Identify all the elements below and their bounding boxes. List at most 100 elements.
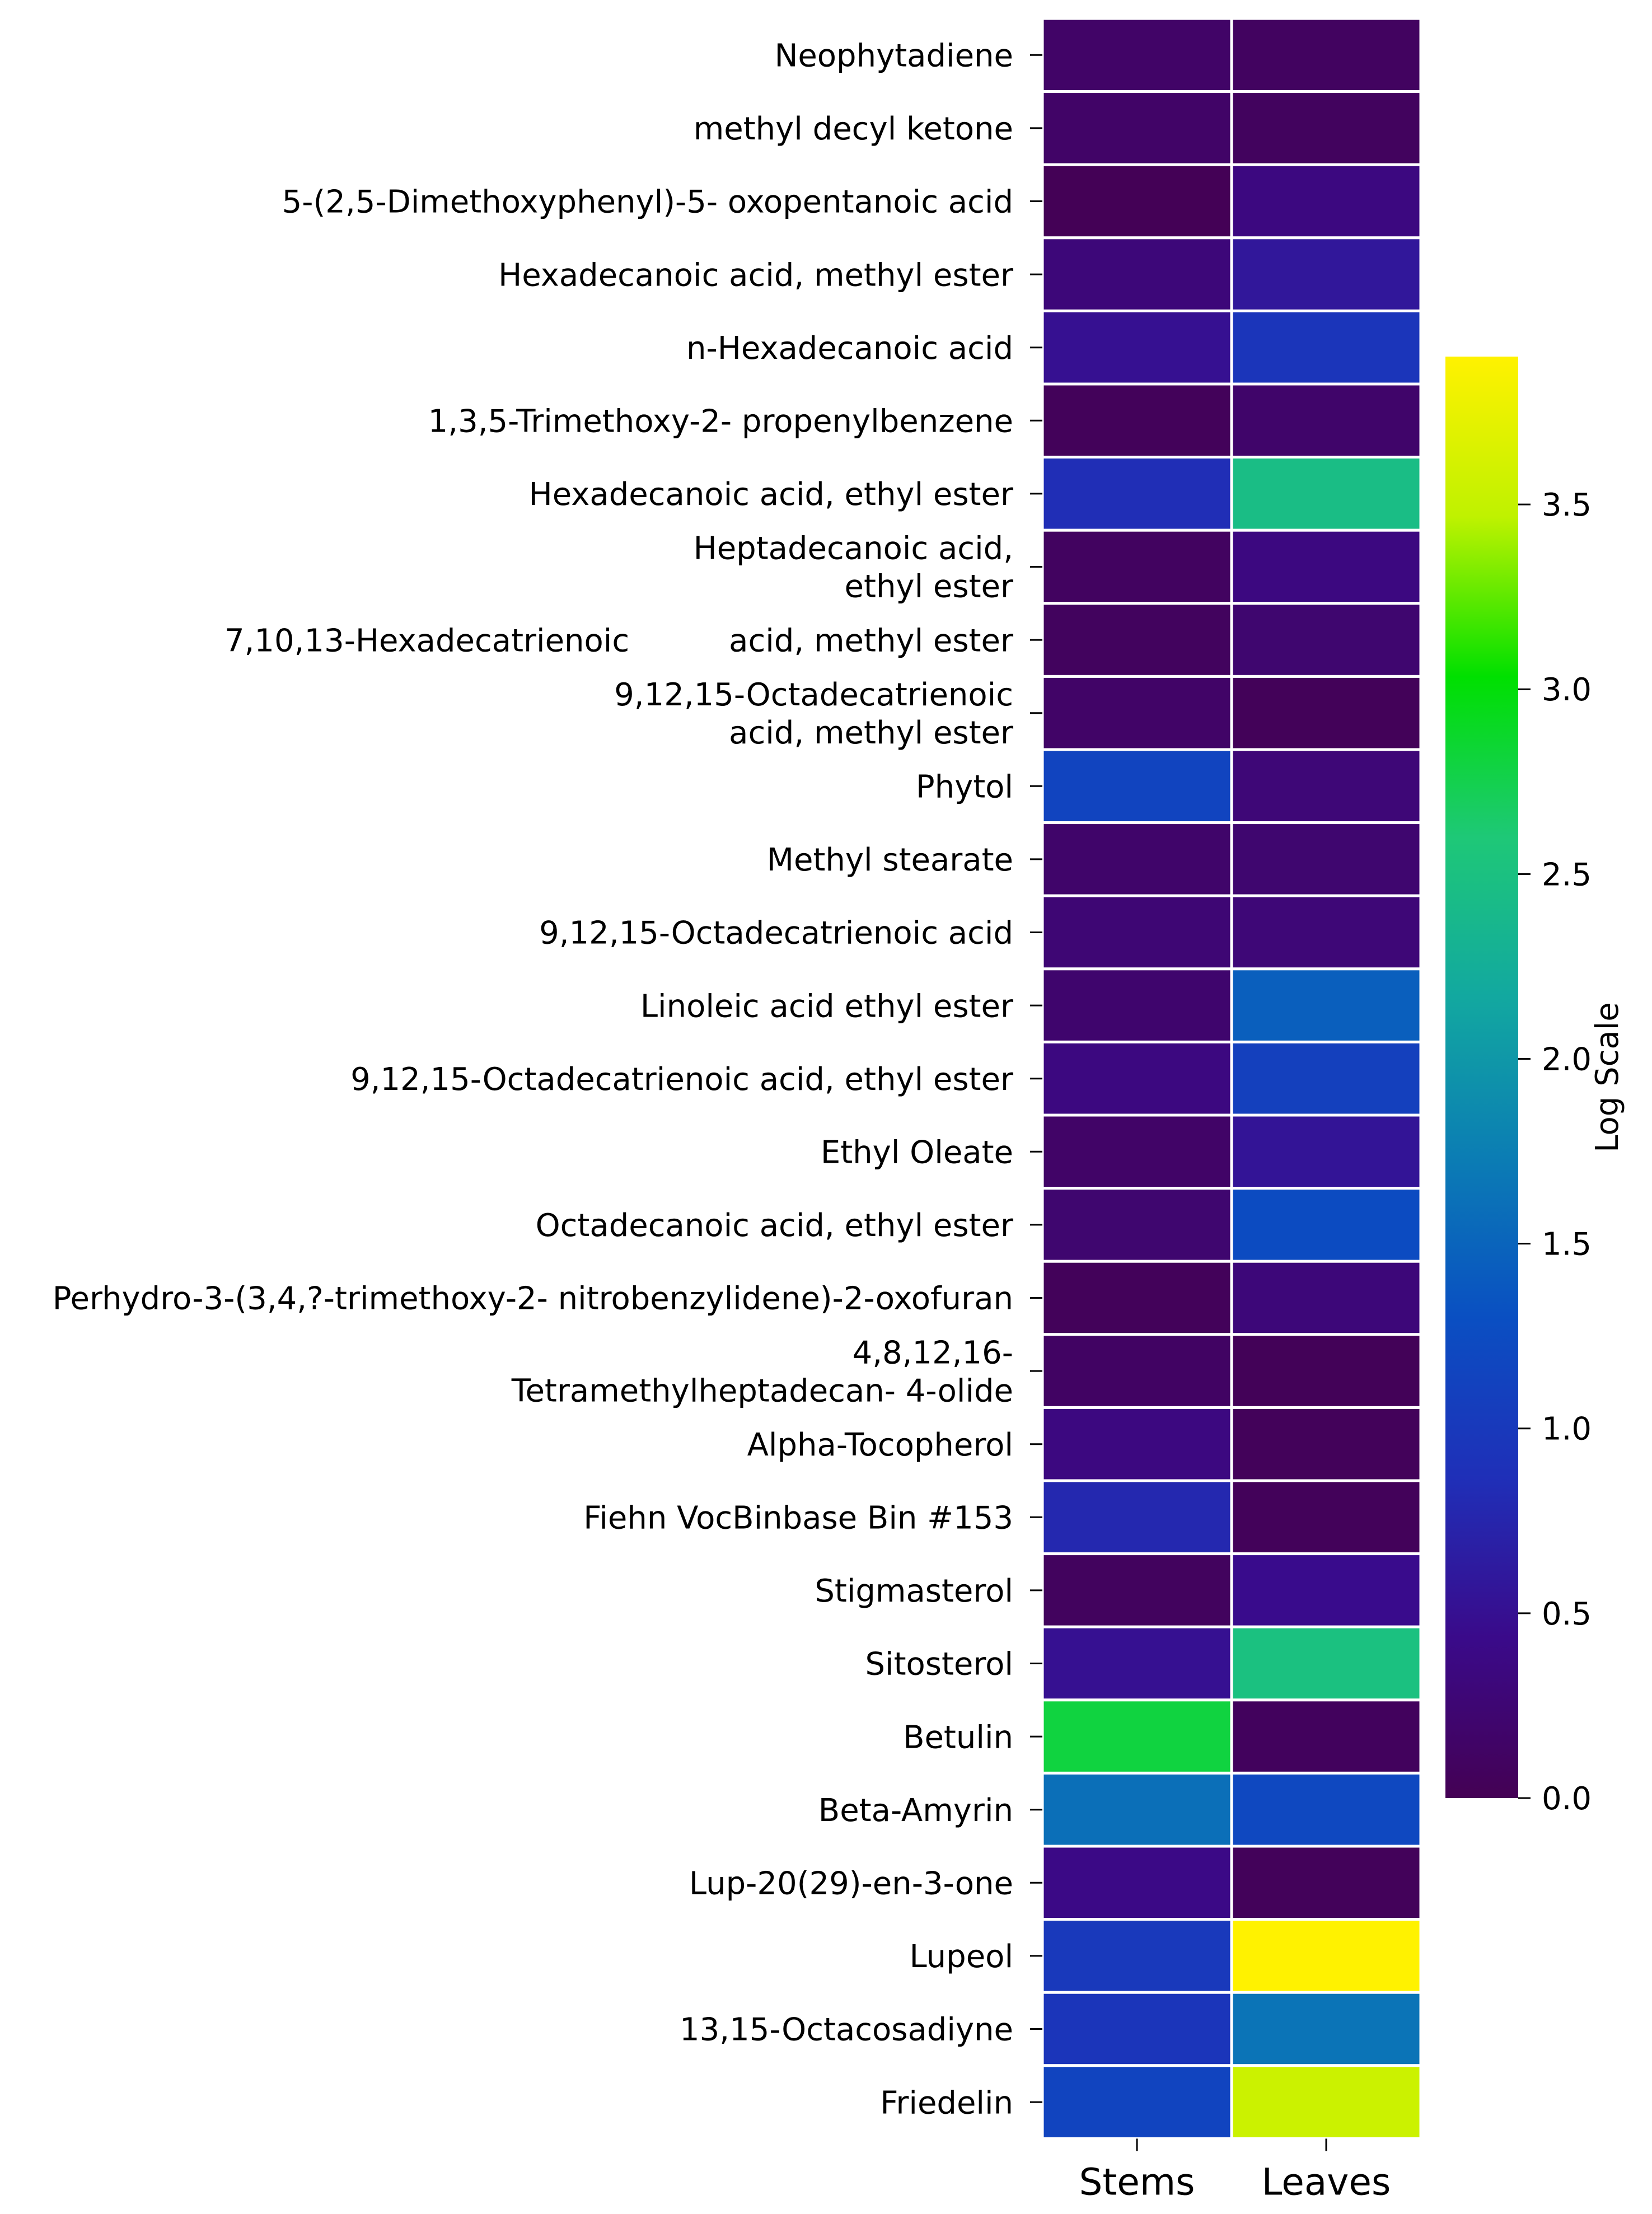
row-label: Fiehn VocBinbase Bin #153 xyxy=(583,1500,1013,1536)
heatmap-cell xyxy=(1041,1479,1233,1556)
row-label: Hexadecanoic acid, ethyl ester xyxy=(529,476,1014,513)
row-label: Beta-Amyrin xyxy=(818,1792,1013,1829)
row-label: 5-(2,5-Dimethoxyphenyl)-5- oxopentanoic … xyxy=(282,184,1013,221)
heatmap-cell xyxy=(1041,2064,1233,2140)
heatmap-cell xyxy=(1230,236,1422,312)
heatmap-cell xyxy=(1230,1552,1422,1628)
row-label: 9,12,15-Octadecatrienoic acid xyxy=(539,915,1013,952)
colorbar-ticks: 0.0 0.5 1.0 1.5 2.0 2.5 3.0 3.5 xyxy=(1518,487,1592,1817)
row-label: Sitosterol xyxy=(865,1646,1013,1683)
heatmap-cell xyxy=(1041,1625,1233,1702)
column-labels: Stems Leaves xyxy=(1079,2138,1391,2203)
heatmap-cell xyxy=(1230,309,1422,386)
heatmap-cell xyxy=(1230,1918,1422,1994)
row-labels: Neophytadiene methyl decyl ketone 5-(2,5-D… xyxy=(53,38,1042,2121)
heatmap-cell xyxy=(1230,1845,1422,1921)
heatmap-cell xyxy=(1041,675,1233,751)
row-label: Ethyl Oleate xyxy=(821,1134,1013,1171)
heatmap-cells xyxy=(1041,17,1422,2140)
heatmap-cell xyxy=(1230,1333,1422,1409)
heatmap-cell xyxy=(1230,967,1422,1043)
heatmap-cell xyxy=(1041,1113,1233,1190)
row-label: Perhydro-3-(3,4,?-trimethoxy-2- nitroben… xyxy=(53,1281,1013,1317)
colorbar-tick-label: 2.0 xyxy=(1542,1041,1592,1078)
heatmap-cell xyxy=(1230,821,1422,897)
heatmap-cell xyxy=(1041,748,1233,825)
heatmap-cell xyxy=(1230,528,1422,605)
heatmap-cell xyxy=(1041,1333,1233,1409)
heatmap-cell xyxy=(1041,1918,1233,1994)
heatmap-cell xyxy=(1230,675,1422,751)
heatmap-cell xyxy=(1230,1260,1422,1336)
heatmap-cell xyxy=(1041,1991,1233,2067)
heatmap-cell xyxy=(1041,90,1233,166)
row-label: Phytol xyxy=(916,769,1013,805)
heatmap-cell xyxy=(1041,1771,1233,1848)
heatmap-cell xyxy=(1230,1771,1422,1848)
row-label: 1,3,5-Trimethoxy-2- propenylbenzene xyxy=(428,403,1013,439)
row-label: 9,12,15-Octadecatrienoic acid, ethyl est… xyxy=(350,1061,1014,1098)
heatmap-cell xyxy=(1041,382,1233,459)
row-label: Lup-20(29)-en-3-one xyxy=(689,1865,1013,1902)
colorbar-tick-label: 2.5 xyxy=(1542,856,1592,893)
heatmap-cell xyxy=(1041,602,1233,678)
row-label: 9,12,15-Octadecatrienoic acid, methyl est… xyxy=(614,677,1014,751)
heatmap-cell xyxy=(1230,1040,1422,1117)
colorbar-tick-label: 3.5 xyxy=(1542,487,1592,523)
colorbar-label: Log Scale xyxy=(1589,1002,1626,1153)
heatmap-cell xyxy=(1041,456,1233,532)
heatmap-cell xyxy=(1230,1991,1422,2067)
heatmap-cell xyxy=(1230,2064,1422,2140)
row-label: Hexadecanoic acid, methyl ester xyxy=(498,257,1014,293)
heatmap-cell xyxy=(1230,456,1422,532)
colorbar: 0.0 0.5 1.0 1.5 2.0 2.5 3.0 3.5 Log Scale xyxy=(1445,357,1626,1817)
row-label: Heptadecanoic acid, ethyl ester xyxy=(694,531,1014,605)
heatmap-cell xyxy=(1041,528,1233,605)
row-label: Methyl stearate xyxy=(767,842,1013,878)
row-label: Friedelin xyxy=(880,2085,1013,2121)
heatmap-cell xyxy=(1041,1040,1233,1117)
heatmap-cell xyxy=(1230,1113,1422,1190)
heatmap-cell xyxy=(1041,1552,1233,1628)
heatmap-cell xyxy=(1041,163,1233,240)
row-label: Linoleic acid ethyl ester xyxy=(640,988,1014,1024)
colorbar-tick-label: 1.5 xyxy=(1542,1227,1592,1263)
heatmap-cell xyxy=(1041,1260,1233,1336)
heatmap-cell xyxy=(1230,748,1422,825)
colorbar-tick-label: 0.5 xyxy=(1542,1596,1592,1632)
heatmap-cell xyxy=(1230,1406,1422,1482)
row-label: Octadecanoic acid, ethyl ester xyxy=(536,1207,1014,1244)
row-label: methyl decyl ketone xyxy=(694,111,1013,147)
heatmap-cell xyxy=(1230,1698,1422,1775)
row-label: 7,10,13-Hexadecatrienoic acid, methyl es… xyxy=(224,622,1014,659)
heatmap-cell xyxy=(1041,236,1233,312)
row-label: Stigmasterol xyxy=(815,1573,1013,1609)
heatmap-cell xyxy=(1041,1845,1233,1921)
colorbar-gradient xyxy=(1445,357,1518,1798)
heatmap-cell xyxy=(1230,90,1422,166)
column-label: Leaves xyxy=(1262,2160,1391,2203)
row-label: Neophytadiene xyxy=(774,38,1013,74)
heatmap-cell xyxy=(1230,1187,1422,1263)
colorbar-tick-label: 1.0 xyxy=(1542,1411,1592,1448)
heatmap-cell xyxy=(1041,309,1233,386)
row-label: Alpha-Tocopherol xyxy=(747,1427,1013,1463)
row-label: Betulin xyxy=(903,1719,1013,1756)
row-label: Lupeol xyxy=(909,1939,1013,1975)
row-label: n-Hexadecanoic acid xyxy=(686,330,1013,367)
row-label: 13,15-Octacosadiyne xyxy=(680,2012,1013,2048)
heatmap-cell xyxy=(1041,1187,1233,1263)
heatmap-cell xyxy=(1041,894,1233,971)
heatmap-cell xyxy=(1230,163,1422,240)
column-label: Stems xyxy=(1079,2160,1195,2203)
heatmap-cell xyxy=(1041,821,1233,897)
heatmap-cell xyxy=(1230,382,1422,459)
colorbar-tick-label: 3.0 xyxy=(1542,672,1592,708)
heatmap-cell xyxy=(1230,894,1422,971)
heatmap-cell xyxy=(1041,967,1233,1043)
heatmap-cell xyxy=(1230,602,1422,678)
row-label: 4,8,12,16-Tetramethylheptadecan- 4-olide xyxy=(511,1335,1013,1409)
heatmap-cell xyxy=(1041,1698,1233,1775)
heatmap-cell xyxy=(1041,1406,1233,1482)
